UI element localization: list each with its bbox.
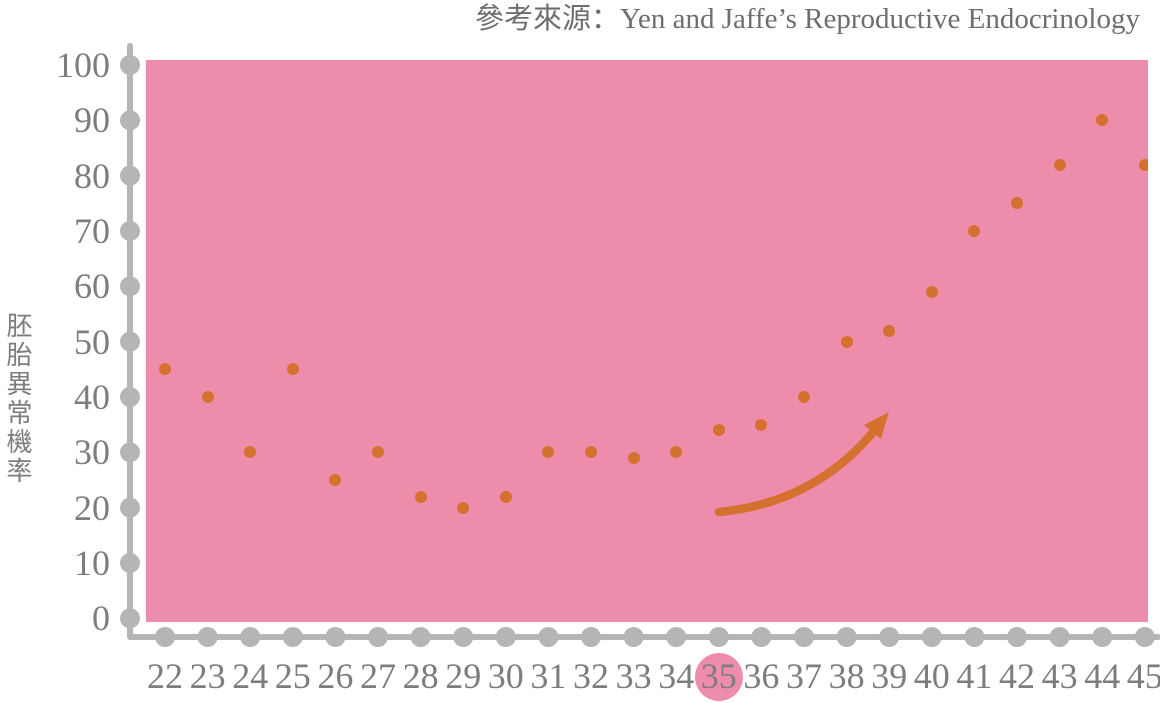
x-tick-dot [751,627,772,647]
y-tick-label: 100 [56,45,110,85]
x-tick-label: 34 [658,656,695,696]
x-tick-label: 43 [1041,656,1078,696]
y-tick-label: 40 [74,376,110,417]
x-tick-label-highlighted: 35 [700,656,737,696]
x-tick-dot [197,627,218,647]
x-tick-label: 22 [147,656,183,696]
x-tick-dot [282,627,303,647]
x-tick-label: 44 [1084,656,1121,696]
data-point-age-39 [883,324,896,337]
x-tick-dot [836,627,857,647]
x-tick-dot [325,627,346,647]
x-tick-dot [410,627,431,647]
x-tick-label: 40 [913,656,950,696]
x-tick-label: 24 [232,656,269,696]
x-tick-label: 42 [999,656,1035,696]
trend-arrow [714,412,889,517]
y-tick-dot [120,276,140,297]
y-tick-label: 0 [92,598,110,639]
x-tick-label: 26 [317,656,354,696]
data-point-age-40 [925,285,938,298]
data-point-age-28 [414,490,427,503]
y-tick-dot [120,442,140,463]
y-tick-dot [120,608,140,629]
x-tick-label: 36 [743,656,780,696]
y-tick-label: 10 [74,542,110,583]
y-tick-label: 90 [74,100,110,141]
y-tick-label: 80 [74,155,110,196]
x-tick-dot [623,627,644,647]
x-tick-label: 30 [487,656,524,696]
chart-source-title: 參考來源：Yen and Jaffe’s Reproductive Endocr… [474,3,1140,35]
y-tick-dot [120,386,140,407]
data-point-age-43 [1053,158,1066,171]
x-tick-dot [155,627,175,647]
y-tick-dot [120,331,140,352]
data-point-age-33 [627,451,640,464]
x-tick-dot [708,627,729,647]
x-tick-label: 39 [871,656,908,696]
x-tick-dot [964,627,985,647]
x-tick-dot [581,627,601,647]
x-tick-label: 37 [786,656,822,696]
x-tick-label: 33 [615,656,652,696]
x-tick-dot [495,627,516,647]
x-tick-dot [879,627,900,647]
x-tick-dot [240,627,261,647]
x-tick-label: 28 [402,656,439,696]
x-tick-label: 25 [274,656,311,696]
data-point-age-36 [755,418,768,431]
x-tick-dot [453,627,474,647]
x-tick-dot [1007,627,1027,647]
x-tick-label: 27 [360,656,396,696]
x-tick-dot [1134,627,1155,647]
age-35-highlight-circle [694,653,743,701]
x-tick-label: 38 [828,656,865,696]
x-tick-dot [538,627,559,647]
y-tick-dot [120,165,140,186]
data-point-age-35 [712,424,725,437]
y-tick-dot [120,110,140,131]
plot-area [146,60,1148,622]
y-tick-label: 70 [74,210,110,251]
data-point-age-45 [1138,158,1148,171]
data-point-age-23 [201,390,214,403]
y-tick-label: 30 [74,432,110,473]
x-tick-label: 41 [956,656,993,696]
y-tick-dot [120,55,140,75]
data-point-age-29 [457,501,470,514]
x-tick-dot [666,627,687,647]
x-tick-label: 29 [445,656,482,696]
data-point-age-38 [840,335,853,348]
y-tick-dot [120,552,140,573]
data-point-age-37 [798,390,810,403]
x-tick-dot [921,627,942,647]
x-tick-label: 45 [1126,656,1160,696]
x-tick-label: 32 [573,656,609,696]
y-tick-dot [120,220,140,241]
y-tick-dot [120,497,140,518]
y-tick-label: 50 [74,321,110,362]
y-tick-label: 60 [74,266,110,307]
x-tick-label: 23 [189,656,226,696]
y-axis-title: 胚胎異常機率 [3,312,32,486]
x-tick-dot [1049,627,1070,647]
x-tick-dot [368,627,388,647]
x-tick-dot [1092,627,1113,647]
x-tick-dot [794,627,814,647]
data-point-age-30 [499,490,512,503]
x-tick-label: 31 [530,656,567,696]
y-tick-label: 20 [74,487,110,528]
